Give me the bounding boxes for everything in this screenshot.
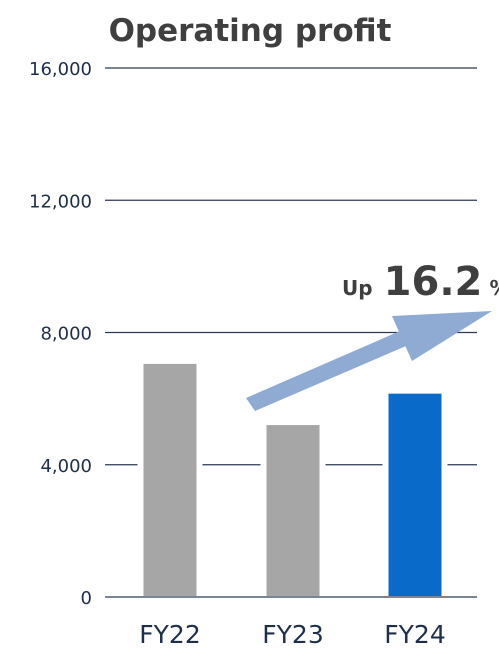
- y-tick-label-3: 12,000: [29, 191, 92, 212]
- y-tick-label-4: 16,000: [29, 59, 92, 80]
- x-axis-categories: FY22 FY23 FY24: [139, 620, 445, 649]
- y-axis-ticks: 0 4,000 8,000 12,000 16,000: [29, 59, 92, 609]
- growth-prefix: Up: [342, 276, 373, 300]
- x-category-label-fy23: FY23: [262, 620, 323, 649]
- growth-annotation: Up 16.2 %: [342, 259, 499, 305]
- x-category-label-fy22: FY22: [139, 620, 200, 649]
- growth-value: 16.2: [384, 259, 483, 305]
- y-tick-label-2: 8,000: [40, 324, 92, 345]
- x-category-label-fy24: FY24: [384, 620, 445, 649]
- bars: [137, 363, 448, 596]
- growth-arrow-head: [392, 311, 492, 361]
- growth-arrow-shaft: [246, 331, 406, 411]
- growth-arrow: [246, 311, 492, 411]
- chart-title: Operating profit: [109, 13, 392, 49]
- bar-fy22: [143, 363, 197, 596]
- bar-fy24: [388, 393, 442, 596]
- bar-fy23: [266, 425, 320, 596]
- y-tick-label-0: 0: [81, 588, 92, 609]
- y-tick-label-1: 4,000: [40, 456, 92, 477]
- growth-suffix: %: [489, 276, 499, 300]
